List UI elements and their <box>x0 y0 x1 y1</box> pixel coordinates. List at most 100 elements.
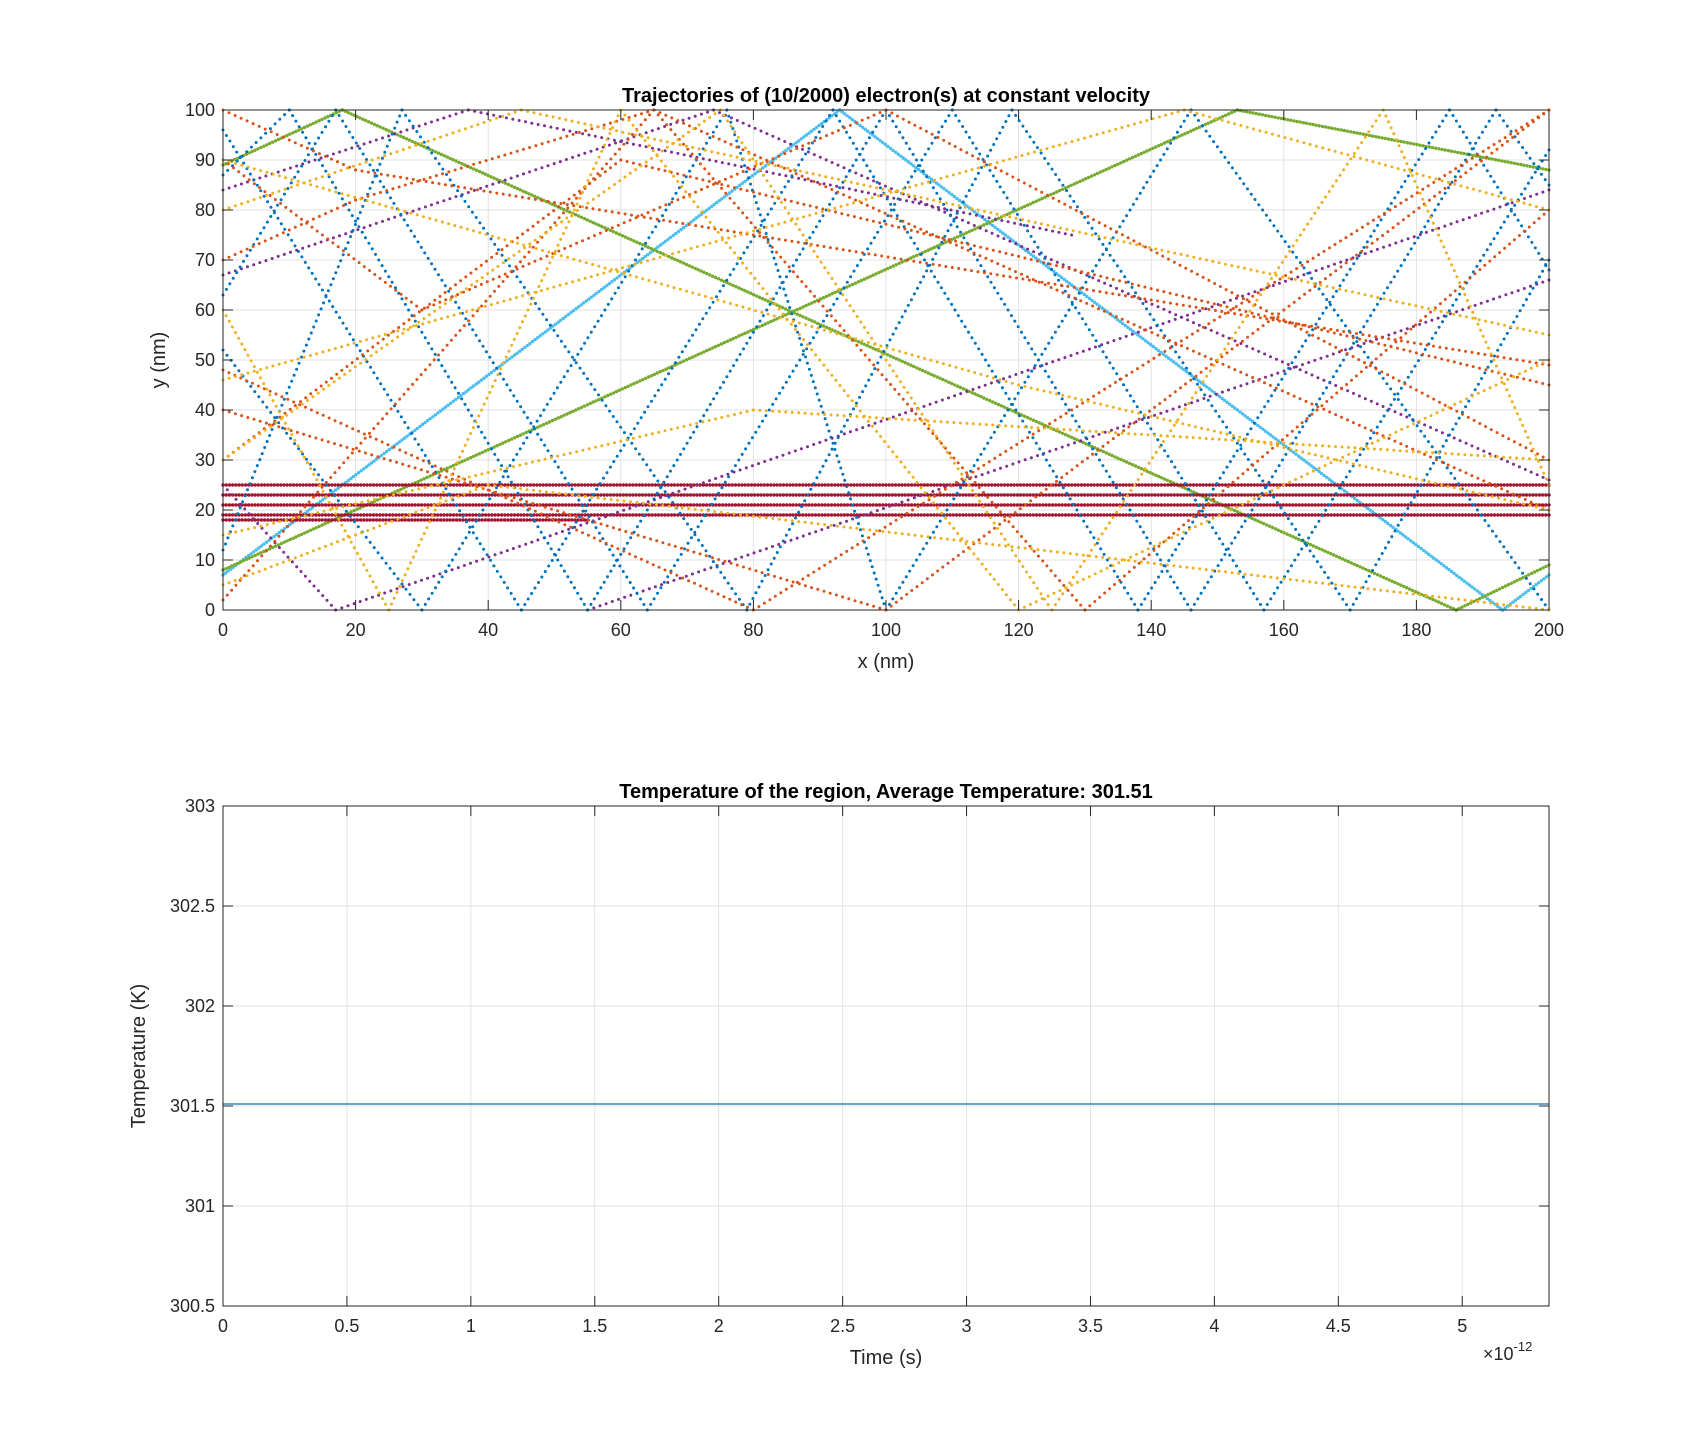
trajectory-point <box>451 483 456 487</box>
trajectory-point <box>1398 531 1403 535</box>
trajectory-point <box>737 286 741 290</box>
trajectory-point <box>1044 513 1048 517</box>
trajectory-point <box>593 388 597 392</box>
trajectory-point <box>820 513 824 517</box>
trajectory-point <box>415 426 420 431</box>
trajectory-point <box>882 349 886 353</box>
trajectory-point <box>1458 439 1462 443</box>
trajectory-point <box>276 254 280 258</box>
trajectory-point <box>368 186 372 190</box>
trajectory-point <box>891 415 895 419</box>
trajectory-point <box>791 503 795 507</box>
trajectory-point <box>1012 503 1016 507</box>
trajectory-point <box>532 483 536 487</box>
trajectory-point <box>294 129 298 134</box>
trajectory-point <box>676 483 680 487</box>
trajectory-point <box>842 483 847 487</box>
trajectory-point <box>1508 503 1513 507</box>
trajectory-point <box>548 326 553 330</box>
trajectory-point <box>964 231 968 235</box>
trajectory-point <box>935 493 939 497</box>
trajectory-point <box>1026 229 1030 233</box>
trajectory-point <box>519 280 523 284</box>
trajectory-point <box>426 503 430 507</box>
trajectory-point <box>1524 590 1528 595</box>
trajectory-point <box>833 290 837 295</box>
trajectory-point <box>970 228 974 232</box>
trajectory-point <box>1522 163 1526 167</box>
trajectory-point <box>1367 493 1372 497</box>
trajectory-point <box>426 256 430 260</box>
trajectory-point <box>1541 190 1545 194</box>
trajectory-point <box>734 285 738 289</box>
trajectory-point <box>597 531 601 535</box>
trajectory-point <box>1505 483 1510 487</box>
trajectory-point <box>718 289 722 293</box>
trajectory-point <box>320 483 324 487</box>
trajectory-point <box>1521 493 1526 497</box>
trajectory-point <box>728 338 732 342</box>
trajectory-point <box>225 488 229 492</box>
trajectory-point <box>644 483 648 487</box>
trajectory-point <box>1057 273 1061 278</box>
trajectory-point <box>502 580 506 584</box>
trajectory-point <box>250 476 254 480</box>
trajectory-point <box>725 339 729 343</box>
trajectory-point <box>993 513 997 517</box>
trajectory-point <box>905 199 908 203</box>
trajectory-point <box>644 376 648 380</box>
trajectory-point <box>621 570 625 573</box>
trajectory-point <box>250 493 254 497</box>
trajectory-point <box>1474 214 1477 217</box>
trajectory-point <box>443 405 448 409</box>
trajectory-point <box>1406 513 1410 517</box>
trajectory-point <box>623 235 627 239</box>
trajectory-point <box>1166 356 1171 360</box>
trajectory-point <box>990 231 994 235</box>
trajectory-point <box>1414 542 1418 547</box>
trajectory-point <box>1460 493 1465 497</box>
trajectory-point <box>648 251 652 255</box>
trajectory-point <box>638 144 642 147</box>
trajectory-point <box>676 151 680 155</box>
trajectory-point <box>1128 327 1133 331</box>
trajectory-point <box>737 483 741 487</box>
trajectory-point <box>1321 311 1325 315</box>
trajectory-point <box>383 591 387 595</box>
trajectory-point <box>617 274 622 278</box>
trajectory-point <box>950 237 954 242</box>
trajectory-point <box>1163 483 1167 487</box>
trajectory-point <box>371 503 376 507</box>
trajectory-point <box>307 503 312 507</box>
trajectory-point <box>804 513 808 517</box>
trajectory-point <box>958 503 962 507</box>
trajectory-point <box>248 482 252 486</box>
trajectory-point <box>1034 503 1039 507</box>
trajectory-point <box>391 503 395 507</box>
trajectory-point <box>1069 283 1074 287</box>
trajectory-point <box>1355 483 1359 487</box>
trajectory-point <box>785 493 789 497</box>
trajectory-point <box>1520 192 1523 196</box>
trajectory-point <box>940 125 944 129</box>
trajectory-point <box>1345 503 1349 507</box>
trajectory-point <box>1079 483 1084 487</box>
trajectory-point <box>821 324 826 328</box>
trajectory-point <box>554 503 558 507</box>
trajectory-point <box>371 180 375 184</box>
trajectory-point <box>1054 503 1058 507</box>
trajectory-point <box>689 527 693 531</box>
trajectory-point <box>1389 138 1394 142</box>
trajectory-point <box>454 195 458 199</box>
trajectory-point <box>1115 286 1118 290</box>
trajectory-point <box>631 483 635 487</box>
trajectory-point <box>740 503 744 507</box>
trajectory-point <box>1006 513 1010 517</box>
trajectory-point <box>682 517 686 521</box>
trajectory-point <box>1459 151 1463 155</box>
trajectory-point <box>521 432 525 436</box>
trajectory-point <box>772 483 776 487</box>
trajectory-point <box>506 518 510 522</box>
trajectory-point <box>714 493 718 497</box>
trajectory-point <box>836 513 840 517</box>
